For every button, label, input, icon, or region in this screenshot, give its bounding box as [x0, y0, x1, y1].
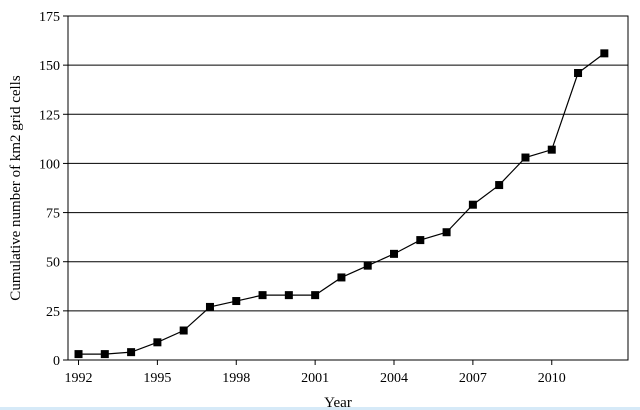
data-point [205, 302, 214, 311]
series-line [78, 52, 605, 355]
x-tick-label: 1995 [143, 371, 171, 386]
x-tick-label: 2007 [459, 371, 487, 386]
x-tick-labels: 1992 1995 1998 2001 2004 2007 2010 [65, 371, 566, 386]
data-point [74, 350, 83, 359]
data-point [337, 273, 346, 282]
gridlines [68, 64, 628, 312]
data-point [153, 338, 162, 347]
data-point [258, 291, 267, 300]
y-tick-label: 50 [46, 256, 60, 271]
series [74, 49, 609, 359]
data-point [495, 181, 504, 190]
x-tick-label: 2010 [538, 371, 566, 386]
bottom-edge-rule [0, 407, 640, 410]
data-point [232, 297, 241, 306]
data-point [416, 236, 425, 245]
y-tick-label: 150 [39, 59, 60, 74]
data-point [311, 291, 320, 300]
data-point [363, 261, 372, 270]
data-point [547, 145, 556, 154]
y-tick-label: 125 [39, 108, 60, 123]
axes [63, 15, 629, 365]
data-point [574, 69, 583, 78]
data-point [100, 350, 109, 359]
x-tick-label: 2001 [301, 371, 329, 386]
data-point [390, 249, 399, 258]
y-tick-label: 75 [46, 207, 60, 222]
y-tick-label: 100 [39, 157, 60, 172]
data-point [127, 348, 136, 357]
y-tick-label: 175 [39, 10, 60, 25]
y-tick-labels: 0 25 50 75 100 125 150 175 [39, 10, 60, 369]
y-tick-label: 0 [53, 354, 60, 369]
plot-frame [67, 15, 629, 361]
data-point [284, 291, 293, 300]
y-axis-label: Cumulative number of km2 grid cells [8, 75, 24, 301]
y-tick-label: 25 [46, 305, 60, 320]
data-point [600, 49, 609, 58]
data-point [179, 326, 188, 335]
data-point [442, 228, 451, 237]
x-tick-label: 1992 [65, 371, 93, 386]
data-point [468, 200, 477, 209]
data-point [521, 153, 530, 162]
x-axis-label: Year [324, 395, 352, 410]
x-tick-label: 2004 [380, 371, 408, 386]
x-tick-label: 1998 [222, 371, 250, 386]
